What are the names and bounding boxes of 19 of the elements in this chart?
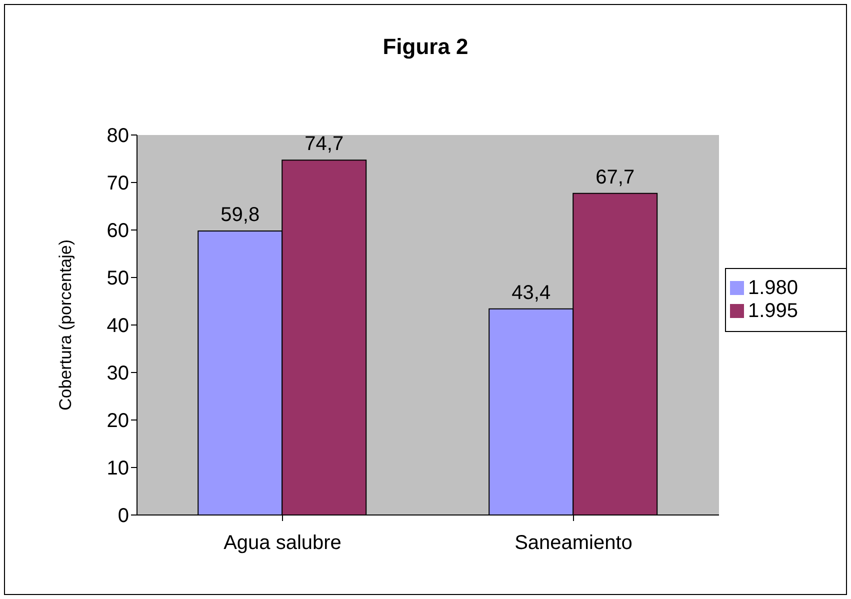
data-label: 43,4	[512, 282, 551, 304]
y-tick-label: 50	[106, 268, 129, 290]
y-tick-label: 60	[106, 220, 129, 242]
y-tick-label: 80	[106, 125, 129, 148]
x-tick-label: Saneamiento	[514, 532, 632, 554]
legend-label: 1.980	[748, 276, 798, 298]
data-label: 59,8	[220, 204, 260, 226]
data-label: 67,7	[596, 166, 635, 188]
x-tick-label: Agua salubre	[224, 532, 342, 554]
y-tick-label: 70	[106, 172, 129, 195]
y-tick-label: 0	[118, 505, 129, 528]
chart-title: Figura 2	[382, 34, 470, 60]
data-label: 74,7	[304, 133, 344, 156]
y-axis-title: Cobertura (porcentaje)	[56, 239, 76, 411]
y-tick-label: 10	[106, 458, 129, 480]
y-tick-label: 20	[106, 410, 129, 432]
y-tick-label: 30	[106, 362, 129, 385]
legend-label: 1.995	[748, 300, 798, 322]
y-tick-label: 40	[106, 315, 129, 338]
